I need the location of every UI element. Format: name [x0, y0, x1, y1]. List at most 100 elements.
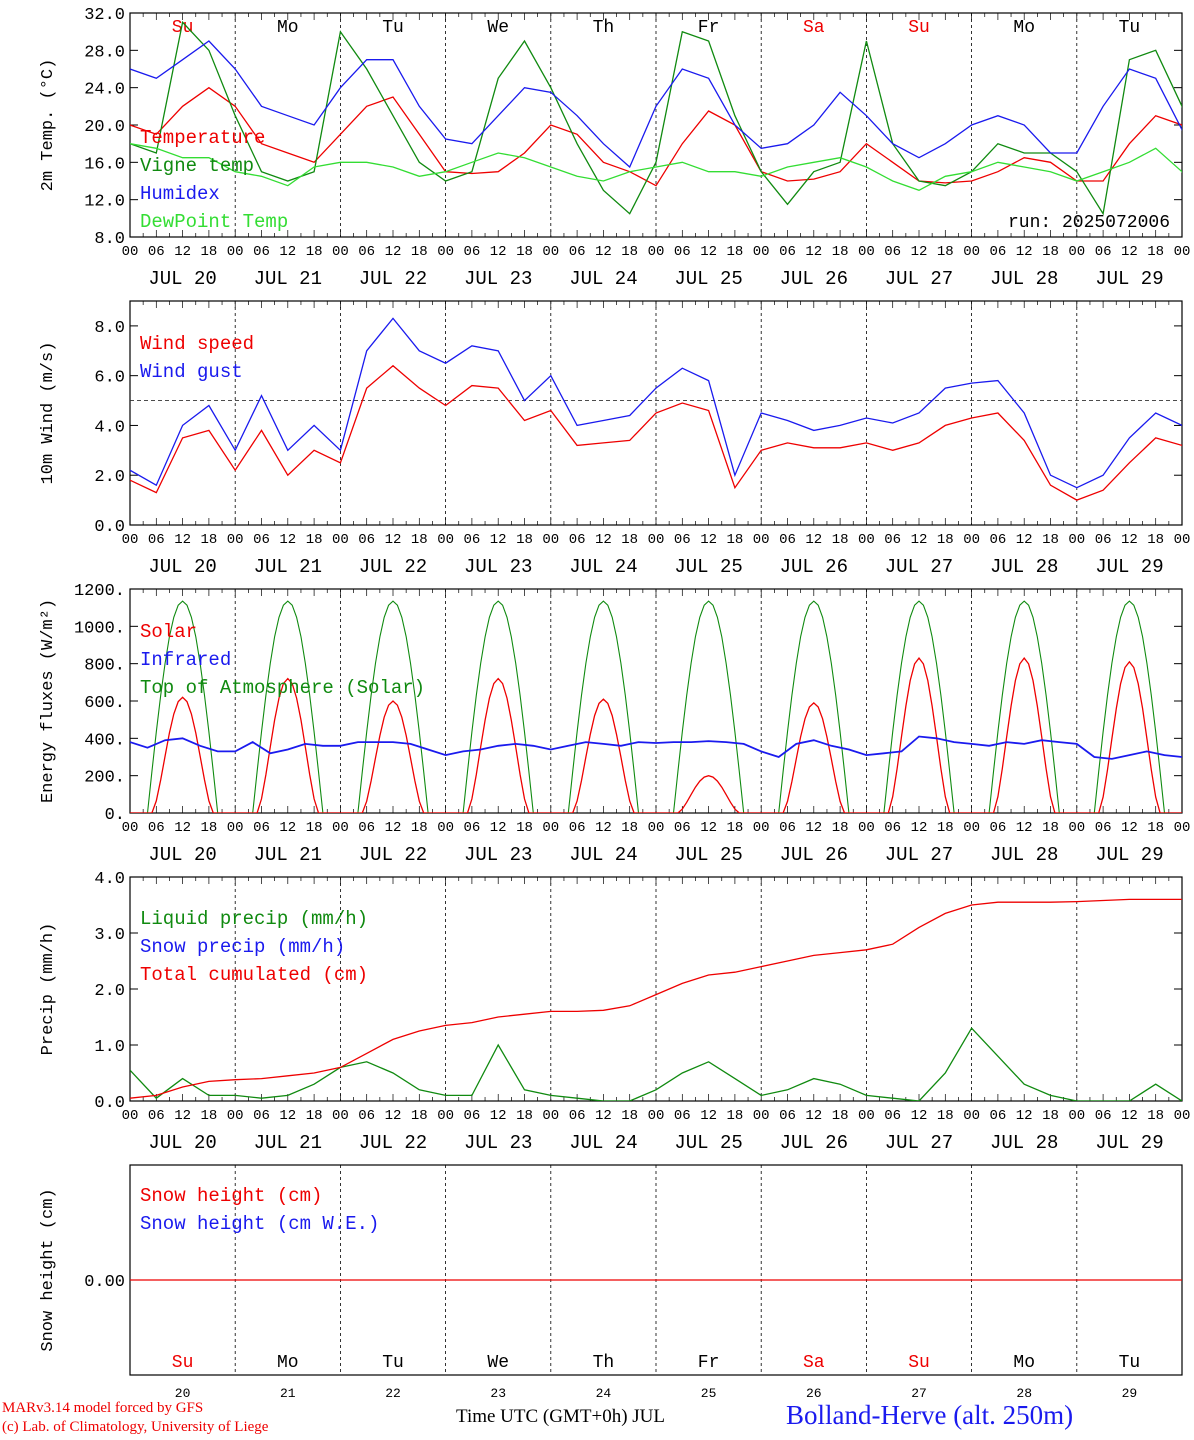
legend-entry: Wind speed	[140, 333, 254, 355]
hour-tick-label: 06	[884, 532, 901, 548]
legend-entry: Snow precip (mm/h)	[140, 936, 345, 958]
hour-tick-label: 00	[437, 532, 454, 548]
day-label: JUL 25	[674, 1132, 742, 1154]
series-line-total-cumulated-cm-	[130, 898, 1182, 1099]
day-label: JUL 24	[569, 268, 637, 290]
hour-tick-label: 00	[753, 532, 770, 548]
day-label: JUL 26	[780, 844, 848, 866]
hour-tick-label: 06	[779, 1108, 796, 1124]
series-group	[130, 317, 1182, 501]
hour-tick-label: 18	[1042, 244, 1059, 260]
series-line-wind-gust	[130, 317, 1182, 489]
hour-tick-label: 18	[726, 1108, 743, 1124]
hour-tick-label: 18	[411, 1108, 428, 1124]
day-number-label: 28	[1016, 1386, 1032, 1401]
hour-tick-label: 00	[753, 820, 770, 836]
hour-tick-label: 00	[1068, 1108, 1085, 1124]
hour-tick-label: 18	[621, 532, 638, 548]
hour-tick-label: 06	[569, 532, 586, 548]
legend-entry: Total cumulated (cm)	[140, 964, 368, 986]
hour-tick-label: 12	[595, 820, 612, 836]
y-tick-label: 3.0	[94, 926, 125, 945]
weekday-label: Sa	[803, 18, 825, 38]
day-number-label: 20	[175, 1386, 191, 1401]
weekday-label: Th	[593, 1353, 615, 1373]
hour-tick-label: 12	[1121, 1108, 1138, 1124]
hour-tick-label: 18	[621, 1108, 638, 1124]
hour-tick-label: 18	[516, 1108, 533, 1124]
weekday-label: Th	[593, 18, 615, 38]
legend-entry: Vigne temp	[140, 155, 254, 177]
y-tick-label: 0.	[105, 806, 125, 825]
y-tick-label: 0.0	[94, 1094, 125, 1113]
hour-tick-label: 06	[358, 820, 375, 836]
hour-tick-label: 00	[332, 244, 349, 260]
hour-tick-label: 00	[542, 244, 559, 260]
hour-tick-label: 12	[490, 820, 507, 836]
hour-tick-label: 18	[200, 820, 217, 836]
hour-tick-label: 06	[463, 244, 480, 260]
credit-line-1: MARv3.14 model forced by GFS	[2, 1400, 204, 1416]
hour-tick-label: 18	[1042, 532, 1059, 548]
y-tick-label: 1.0	[94, 1038, 125, 1057]
hour-tick-label: 00	[648, 244, 665, 260]
weekday-label: Fr	[698, 1353, 720, 1373]
hour-tick-label: 06	[674, 1108, 691, 1124]
hour-tick-label: 06	[674, 244, 691, 260]
hour-tick-label: 18	[937, 820, 954, 836]
y-tick-label: 24.0	[84, 81, 125, 100]
day-label: JUL 23	[464, 844, 532, 866]
hour-tick-label: 12	[805, 244, 822, 260]
hour-tick-label: 12	[385, 244, 402, 260]
day-label: JUL 29	[1095, 844, 1163, 866]
series-line-dewpoint-temp	[130, 143, 1182, 192]
solar-line	[130, 657, 1182, 813]
hour-tick-label: 00	[122, 532, 139, 548]
hour-tick-label: 00	[858, 820, 875, 836]
day-number-label: 24	[596, 1386, 612, 1401]
hour-tick-label: 18	[516, 244, 533, 260]
hour-tick-label: 18	[621, 244, 638, 260]
hour-tick-label: 18	[306, 1108, 323, 1124]
y-tick-label: 4.0	[94, 870, 125, 889]
day-label: JUL 27	[885, 268, 953, 290]
hour-tick-label: 06	[358, 1108, 375, 1124]
hour-tick-label: 00	[963, 820, 980, 836]
weekday-label: Mo	[277, 1353, 299, 1373]
hour-tick-label: 12	[490, 1108, 507, 1124]
hour-tick-label: 06	[1095, 1108, 1112, 1124]
y-axis-label: 10m Wind (m/s)	[39, 342, 58, 485]
weekday-label: Su	[908, 18, 930, 38]
hour-tick-label: 12	[911, 244, 928, 260]
y-tick-label: 20.0	[84, 118, 125, 137]
weekday-label: We	[487, 18, 509, 38]
hour-tick-label: 12	[1016, 1108, 1033, 1124]
hour-tick-label: 18	[937, 1108, 954, 1124]
day-label: JUL 22	[359, 844, 427, 866]
hour-tick-label: 18	[1042, 820, 1059, 836]
hour-tick-label: 18	[726, 820, 743, 836]
hour-tick-label: 00	[648, 820, 665, 836]
hour-tick-label: 18	[306, 532, 323, 548]
hour-tick-label: 06	[989, 1108, 1006, 1124]
hour-tick-label: 06	[358, 244, 375, 260]
day-label: JUL 21	[254, 556, 322, 578]
hour-tick-label: 18	[306, 244, 323, 260]
weekday-label: Mo	[1013, 18, 1035, 38]
y-tick-label: 16.0	[84, 155, 125, 174]
hour-tick-label: 12	[279, 532, 296, 548]
hour-tick-label: 18	[516, 820, 533, 836]
toa-solar-line	[130, 600, 1182, 813]
legend-entry: DewPoint Temp	[140, 211, 288, 233]
hour-tick-label: 06	[463, 532, 480, 548]
hour-tick-label: 06	[674, 820, 691, 836]
hour-tick-label: 00	[858, 244, 875, 260]
weekday-label: Tu	[1119, 18, 1141, 38]
day-label: JUL 25	[674, 556, 742, 578]
day-label: JUL 28	[990, 268, 1058, 290]
day-label: JUL 22	[359, 1132, 427, 1154]
hour-tick-label: 18	[411, 532, 428, 548]
hour-tick-label: 06	[884, 1108, 901, 1124]
day-label: JUL 22	[359, 556, 427, 578]
hour-tick-label: 00	[332, 532, 349, 548]
